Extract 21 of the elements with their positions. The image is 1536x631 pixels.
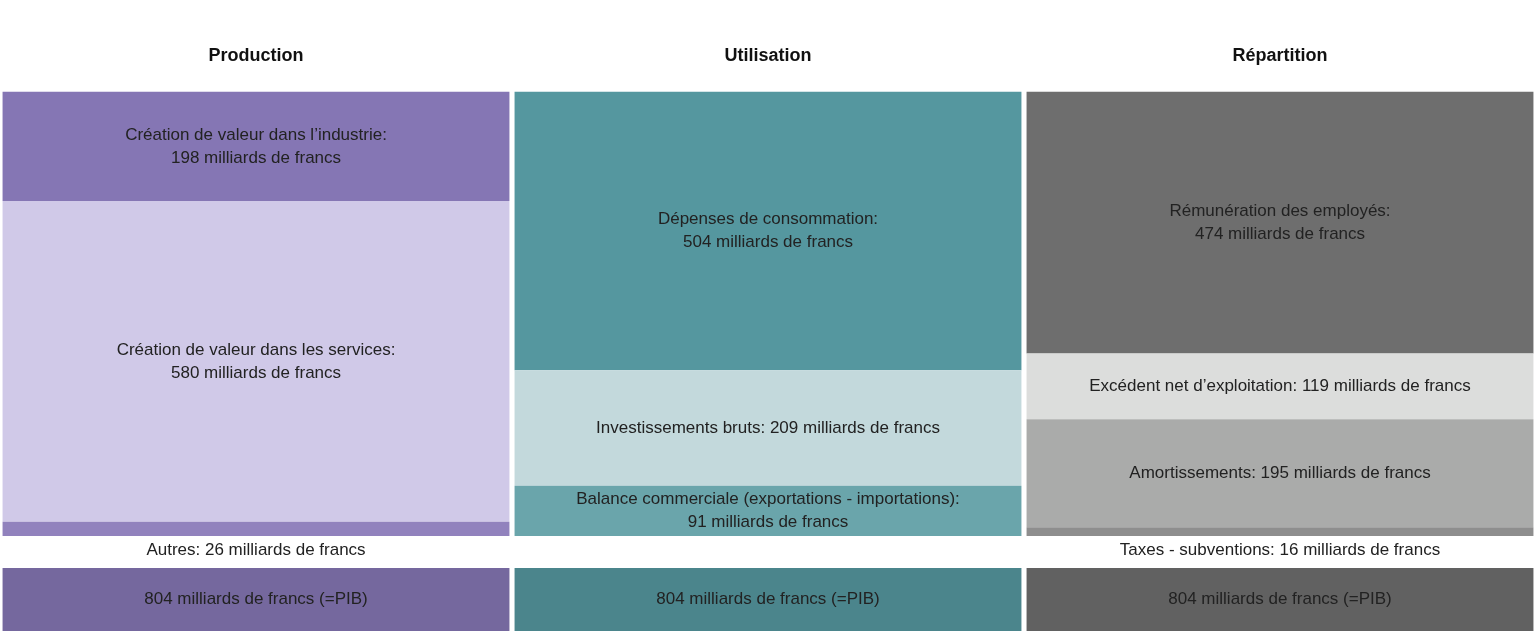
series-label: Création de valeur dans l’industrie:	[125, 124, 387, 144]
total-label: 804 milliards de francs (=PIB)	[656, 589, 880, 609]
text: Investissements bruts: 209 milliards de francs	[596, 417, 940, 437]
data-label: 580 milliards de francs	[170, 362, 342, 382]
x-tick-label: Utilisation	[724, 44, 812, 65]
x-tick-label: Répartition	[1232, 44, 1328, 65]
series-label: Balance commerciale (exportations - importations):	[576, 489, 960, 509]
text: Amortissements: 195 milliards de francs	[1129, 462, 1431, 482]
series-label: Création de valeur dans les services:	[116, 339, 396, 359]
x-tick-label: Production	[208, 44, 304, 65]
series-label: Dépenses de consommation:	[657, 209, 879, 229]
text: Excédent net d’exploitation: 119 milliards de francs	[1089, 376, 1471, 396]
text: Autres: 26 milliards de francs	[146, 540, 366, 560]
text: Taxes - subventions: 16 milliards de francs	[1119, 540, 1441, 560]
data-label: 91 milliards de francs	[687, 512, 849, 532]
data-label: 504 milliards de francs	[682, 232, 854, 252]
data-label: 474 milliards de francs	[1194, 223, 1366, 243]
total-label: 804 milliards de francs (=PIB)	[1168, 589, 1392, 609]
series-label: Rémunération des employés:	[1169, 200, 1391, 220]
data-label: 198 milliards de francs	[170, 147, 342, 167]
total-label: 804 milliards de francs (=PIB)	[144, 589, 368, 609]
